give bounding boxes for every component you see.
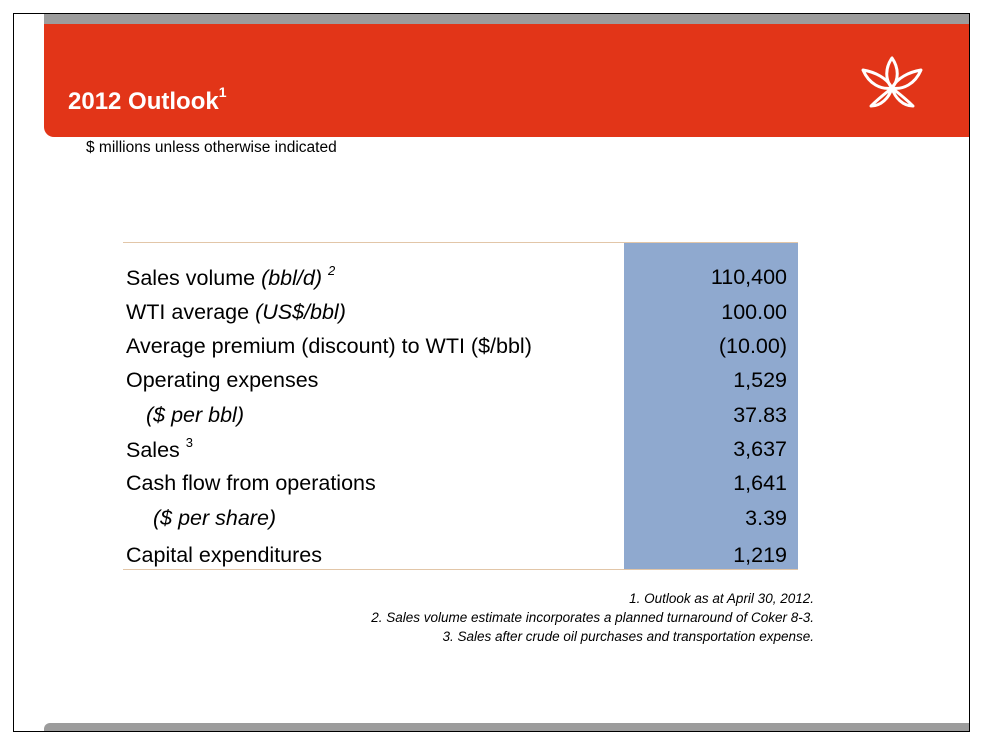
row-label-text: Average premium (discount) to WTI ($/bbl… xyxy=(126,334,532,358)
row-value: 1,641 xyxy=(733,471,787,495)
row-label-unit: ($ per share) xyxy=(153,506,277,530)
table-row: Cash flow from operations 1,641 xyxy=(123,471,798,505)
title-text: 2012 Outlook xyxy=(68,88,219,115)
title-superscript: 1 xyxy=(218,84,227,100)
title-banner xyxy=(44,24,969,137)
bottom-accent-bar xyxy=(44,723,969,731)
footnote-2: 2. Sales volume estimate incorporates a … xyxy=(371,610,814,625)
row-label: Operating expenses xyxy=(126,368,318,393)
row-label: Capital expenditures xyxy=(126,543,322,568)
row-label: ($ per bbl) xyxy=(146,403,244,428)
row-label-text: Operating expenses xyxy=(126,368,319,392)
row-value: (10.00) xyxy=(718,334,787,358)
units-subtitle: $ millions unless otherwise indicated xyxy=(86,139,337,156)
table-row: Sales 3 3,637 xyxy=(123,435,798,471)
table-top-rule xyxy=(123,242,798,243)
row-label-text: Cash flow from operations xyxy=(126,471,376,495)
value-column-highlight xyxy=(624,243,798,569)
footnote-3: 3. Sales after crude oil purchases and t… xyxy=(442,629,814,644)
row-value: 37.83 xyxy=(733,403,787,427)
row-label-unit: ($ per bbl) xyxy=(146,403,244,427)
table-row: Capital expenditures 1,219 xyxy=(123,543,798,577)
row-label: ($ per share) xyxy=(153,506,276,531)
row-label-unit: (US$/bbl) xyxy=(255,300,346,324)
row-label: Sales 3 xyxy=(126,435,194,463)
row-value: 3,637 xyxy=(733,437,787,461)
footnote-1: 1. Outlook as at April 30, 2012. xyxy=(629,591,814,606)
row-label-text: Sales volume xyxy=(126,266,256,291)
row-value: 1,219 xyxy=(733,543,787,567)
row-label: Cash flow from operations xyxy=(126,471,376,496)
row-footnote-marker: 2 xyxy=(328,263,336,278)
table-row: ($ per share) 3.39 xyxy=(123,506,798,540)
row-label: Average premium (discount) to WTI ($/bbl… xyxy=(126,334,532,359)
row-footnote-marker: 3 xyxy=(185,435,194,450)
table-row: WTI average (US$/bbl) 100.00 xyxy=(123,300,798,334)
table-bottom-rule xyxy=(123,569,798,570)
table-row: Sales volume (bbl/d) 2 110,400 xyxy=(123,263,798,299)
page-title: 2012 Outlook1 xyxy=(68,84,227,116)
row-label: WTI average (US$/bbl) xyxy=(126,300,346,325)
row-label-text: Sales xyxy=(126,438,180,463)
row-value: 1,529 xyxy=(733,368,787,392)
row-label: Sales volume (bbl/d) 2 xyxy=(126,263,336,291)
table-row: Average premium (discount) to WTI ($/bbl… xyxy=(123,334,798,368)
row-label-unit: (bbl/d) xyxy=(261,266,323,291)
row-value: 110,400 xyxy=(710,265,787,289)
outlook-table: Sales volume (bbl/d) 2 110,400 WTI average… xyxy=(123,242,798,570)
flower-logo-icon xyxy=(861,56,923,108)
row-label-text: Capital expenditures xyxy=(126,543,323,567)
table-row: ($ per bbl) 37.83 xyxy=(123,403,798,437)
row-value: 100.00 xyxy=(721,300,787,324)
table-row: Operating expenses 1,529 xyxy=(123,368,798,402)
footnotes: 1. Outlook as at April 30, 2012. 2. Sale… xyxy=(371,589,814,646)
row-value: 3.39 xyxy=(745,506,787,530)
row-label-text: WTI average xyxy=(126,300,250,324)
slide: 2012 Outlook1 xyxy=(13,13,970,732)
top-accent-bar xyxy=(44,14,969,24)
